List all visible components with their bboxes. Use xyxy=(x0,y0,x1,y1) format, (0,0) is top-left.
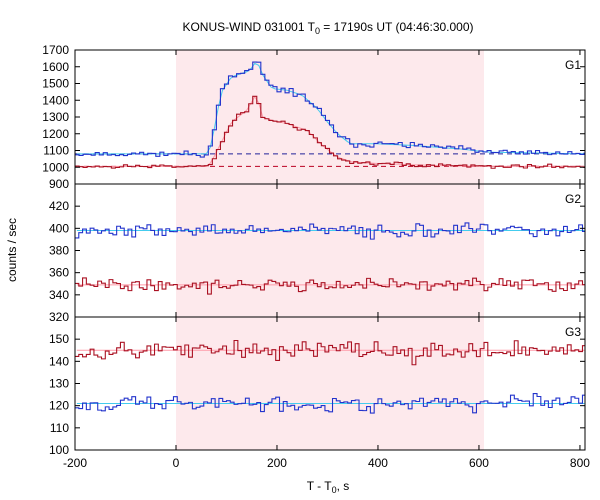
y-tick-label: 340 xyxy=(49,288,69,302)
series-line xyxy=(75,277,585,295)
y-tick-label: 400 xyxy=(49,221,69,235)
burst-interval-highlight xyxy=(175,50,485,184)
panel-g2: 320 340 360 380 400 420 G2 xyxy=(49,183,586,324)
series-line xyxy=(75,61,585,158)
burst-interval-highlight xyxy=(175,317,485,450)
chart-title: KONUS-WIND 031001 T0 = 17190s UT (04:46:… xyxy=(182,20,473,36)
panel-g1: 900 1000 1100 1200 1300 1400 1500 1600 1700 G1 xyxy=(42,43,586,191)
x-tick-label: 0 xyxy=(173,456,180,470)
panel-label: G2 xyxy=(565,192,581,206)
panel-g3: 100 110 120 130 140 150 G3 xyxy=(49,316,586,457)
y-tick-label: 900 xyxy=(49,177,69,191)
y-axis-title: counts / sec xyxy=(5,218,19,282)
y-tick-label: 360 xyxy=(49,266,69,280)
series-line xyxy=(75,95,585,169)
series-fit-line xyxy=(77,62,585,155)
y-tick-label: 320 xyxy=(49,310,69,324)
series-line xyxy=(75,393,585,414)
x-tick-label: 400 xyxy=(368,456,388,470)
x-axis-title: T - T0, s xyxy=(307,479,350,495)
y-tick-label: 130 xyxy=(49,377,69,391)
burst-interval-highlight xyxy=(175,184,485,317)
x-tick-label: 600 xyxy=(469,456,489,470)
y-tick-label: 1200 xyxy=(42,127,69,141)
x-tick-label: -200 xyxy=(63,456,87,470)
panels-layer: 90010001100120013001400150016001700G1320… xyxy=(42,43,590,470)
y-tick-label: 120 xyxy=(49,399,69,413)
y-tick-label: 420 xyxy=(49,199,69,213)
y-tick-label: 1700 xyxy=(42,43,69,57)
panel-label: G1 xyxy=(565,58,581,72)
x-tick-label: 800 xyxy=(570,456,590,470)
y-tick-label: 1600 xyxy=(42,60,69,74)
y-tick-label: 100 xyxy=(49,443,69,457)
y-tick-label: 1100 xyxy=(43,144,69,158)
y-tick-label: 110 xyxy=(50,421,69,435)
series-line xyxy=(75,222,585,240)
panel-label: G3 xyxy=(565,325,581,339)
y-tick-label: 1500 xyxy=(42,77,69,91)
y-tick-label: 140 xyxy=(49,354,69,368)
x-tick-label: 200 xyxy=(267,456,287,470)
y-tick-label: 380 xyxy=(49,244,69,258)
y-tick-label: 1300 xyxy=(42,110,69,124)
series-line xyxy=(75,339,585,366)
y-tick-label: 150 xyxy=(49,332,69,346)
y-tick-label: 1400 xyxy=(42,93,69,107)
y-tick-label: 1000 xyxy=(42,160,69,174)
